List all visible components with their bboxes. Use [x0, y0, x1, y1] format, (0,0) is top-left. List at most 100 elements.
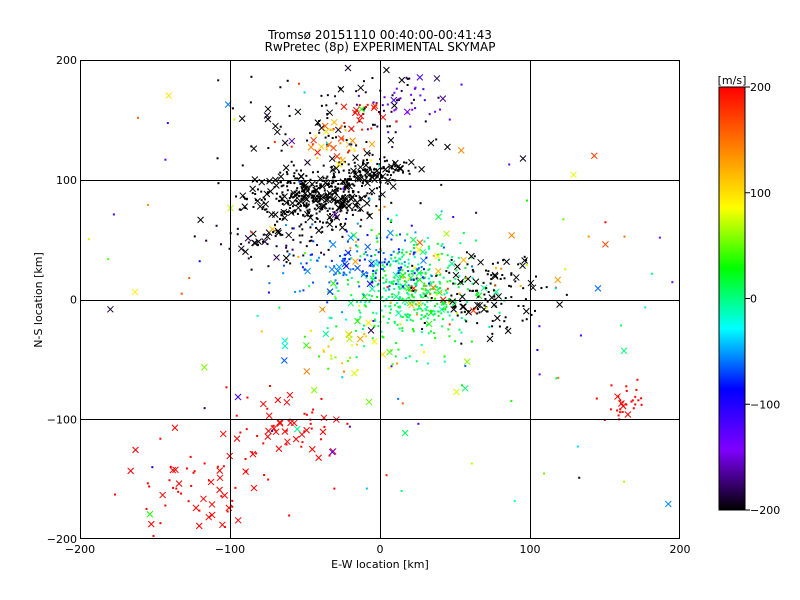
data-point	[381, 295, 384, 298]
data-point-x	[519, 155, 527, 162]
data-point	[383, 261, 386, 264]
data-point	[390, 254, 393, 257]
data-point	[306, 139, 309, 142]
data-point	[302, 254, 305, 257]
data-point-x	[266, 177, 273, 185]
data-point-x	[281, 342, 289, 350]
data-point	[525, 264, 528, 267]
data-point	[391, 146, 394, 149]
data-point	[245, 428, 248, 431]
data-point	[349, 356, 352, 359]
data-point	[616, 409, 619, 412]
data-point-x	[293, 425, 301, 433]
data-point	[471, 268, 474, 271]
data-point	[355, 343, 358, 346]
data-point-x	[275, 229, 282, 237]
data-point	[398, 251, 401, 254]
data-point	[422, 277, 425, 280]
data-point	[342, 271, 345, 274]
data-point	[285, 246, 288, 249]
data-point	[327, 290, 330, 293]
data-point	[412, 253, 415, 256]
data-point	[318, 220, 321, 223]
data-point	[286, 182, 289, 185]
data-point	[305, 203, 308, 206]
data-point	[384, 289, 387, 292]
data-point	[533, 309, 536, 312]
data-point	[336, 199, 339, 202]
data-point	[369, 174, 372, 177]
data-point	[344, 129, 347, 132]
data-point	[408, 77, 411, 80]
data-point	[421, 302, 424, 305]
data-point	[301, 228, 304, 231]
data-point-x	[416, 74, 424, 81]
data-point	[390, 308, 393, 311]
data-point	[291, 205, 294, 208]
data-point	[343, 188, 346, 191]
data-point-x	[435, 213, 442, 221]
data-point-x	[357, 163, 364, 171]
data-point	[458, 328, 461, 331]
data-point	[478, 311, 481, 314]
data-point	[341, 195, 344, 198]
data-point	[314, 191, 317, 194]
data-point-x	[386, 348, 393, 356]
data-point-x	[429, 284, 437, 291]
data-point	[347, 190, 350, 193]
data-point	[428, 282, 431, 285]
data-point	[354, 170, 357, 173]
data-point-x	[410, 236, 417, 244]
data-point	[334, 198, 337, 201]
data-point	[348, 251, 351, 254]
data-point	[404, 356, 407, 359]
data-point	[356, 204, 359, 207]
data-point-x	[470, 307, 477, 314]
data-point	[364, 301, 367, 304]
data-point-x	[347, 234, 355, 241]
data-point	[284, 224, 287, 227]
data-point-x	[367, 327, 375, 334]
data-point	[408, 273, 411, 276]
data-point	[671, 281, 674, 284]
data-point	[301, 182, 304, 185]
data-point	[619, 408, 622, 411]
data-point	[359, 311, 362, 314]
data-point-x	[326, 288, 334, 296]
data-point-x	[281, 139, 289, 147]
data-point	[620, 324, 623, 327]
data-point	[252, 205, 255, 208]
data-point	[346, 422, 349, 425]
data-point	[562, 218, 565, 221]
data-point	[309, 422, 312, 425]
data-point	[208, 479, 211, 482]
data-point	[522, 305, 525, 308]
colorbar-tick-label: 100	[750, 187, 771, 200]
data-point	[441, 325, 444, 328]
data-point	[315, 217, 318, 220]
data-point	[398, 287, 401, 290]
data-point	[312, 200, 315, 203]
data-point	[309, 226, 312, 229]
data-point	[372, 319, 375, 322]
data-point-x	[345, 330, 352, 338]
y-tick-label: −200	[47, 533, 77, 546]
data-point-x	[444, 143, 451, 151]
data-point	[361, 128, 364, 131]
data-point	[341, 163, 344, 166]
data-point-x	[363, 199, 371, 207]
data-point	[373, 318, 376, 321]
data-point	[444, 289, 447, 292]
data-point-x	[418, 165, 425, 173]
data-point	[454, 305, 457, 308]
data-point	[341, 259, 344, 262]
data-point	[395, 234, 398, 237]
data-point	[565, 293, 568, 296]
data-point	[426, 300, 429, 303]
data-point-x	[416, 276, 423, 284]
data-point	[385, 169, 388, 172]
data-point	[634, 403, 637, 406]
data-point	[393, 91, 396, 94]
data-point	[457, 256, 460, 259]
data-point-x	[175, 480, 183, 488]
